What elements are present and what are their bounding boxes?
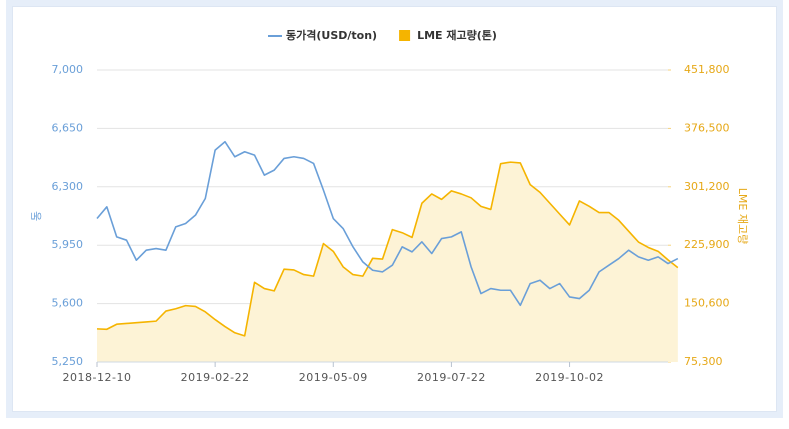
y-tick-label: 5,600 <box>52 297 84 310</box>
y-tick-label: 5,950 <box>52 238 84 251</box>
x-tick-label: 2019-10-02 <box>535 371 604 384</box>
y-tick-label: 6,300 <box>52 180 84 193</box>
y2-tick-label: 75,300 <box>684 355 723 368</box>
line <box>96 140 679 307</box>
x-tick-label: 2019-05-09 <box>299 371 368 384</box>
y-axis-label: 동 <box>30 211 43 221</box>
legend: 동가격(USD/ton) LME 재고량(톤) <box>268 28 497 42</box>
y2-tick-label: 225,900 <box>684 238 730 251</box>
y2-tick-label: 301,200 <box>684 180 730 193</box>
x-tick-label: 2019-02-22 <box>181 371 250 384</box>
y2-tick-label: 451,800 <box>684 63 730 76</box>
y-tick-label: 6,650 <box>52 121 84 134</box>
y2-axis-label: LME 재고량 <box>736 188 749 244</box>
legend-label: LME 재고량(톤) <box>417 28 497 42</box>
legend-swatch <box>399 30 411 41</box>
area <box>97 162 678 362</box>
y2-tick-label: 376,500 <box>684 121 730 134</box>
legend-label: 동가격(USD/ton) <box>286 28 377 42</box>
y2-tick-label: 150,600 <box>684 297 730 310</box>
line <box>96 161 679 337</box>
x-tick-label: 2019-07-22 <box>417 371 486 384</box>
x-tick-label: 2018-12-10 <box>63 371 132 384</box>
y-tick-label: 5,250 <box>52 355 84 368</box>
y-tick-label: 7,000 <box>52 63 84 76</box>
